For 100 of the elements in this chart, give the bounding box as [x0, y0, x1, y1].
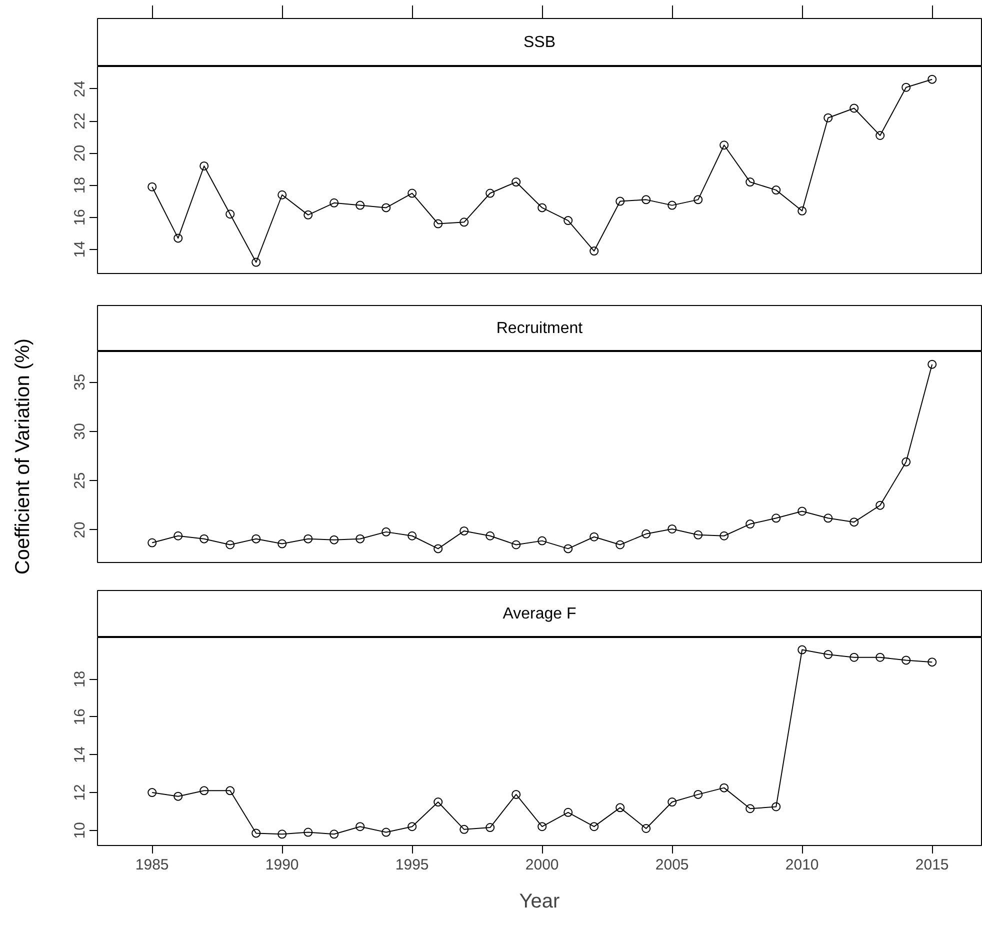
point	[486, 188, 495, 198]
point	[330, 535, 339, 544]
point	[148, 788, 157, 798]
point	[590, 532, 599, 542]
point	[798, 506, 807, 516]
point	[460, 526, 469, 536]
point	[928, 658, 937, 667]
point	[564, 216, 573, 226]
point	[356, 822, 365, 832]
chart-title: SSB	[523, 34, 556, 51]
point	[200, 786, 209, 796]
point	[304, 828, 313, 837]
y-tick-label: 18	[72, 670, 88, 688]
point	[694, 530, 703, 540]
point	[304, 210, 313, 220]
point	[252, 258, 261, 267]
point	[720, 531, 729, 540]
point	[564, 808, 573, 817]
point	[200, 534, 209, 544]
y-tick-label: 10	[72, 822, 88, 839]
point	[304, 534, 313, 544]
point	[850, 518, 859, 527]
point	[616, 540, 625, 550]
point	[824, 650, 833, 660]
point	[876, 500, 885, 510]
point	[902, 82, 911, 92]
point	[850, 104, 859, 113]
y-tick-label: 14	[72, 241, 88, 258]
point	[226, 540, 235, 550]
point	[928, 360, 937, 369]
point	[330, 198, 339, 208]
y-tick-label: 16	[72, 208, 88, 226]
y-tick-label: 24	[72, 80, 88, 98]
point	[850, 652, 859, 662]
point	[746, 178, 755, 187]
y-tick-label: 35	[72, 374, 88, 390]
point	[616, 803, 625, 812]
point	[356, 200, 365, 210]
point	[174, 234, 183, 243]
point	[694, 195, 703, 204]
point	[278, 190, 287, 200]
point	[148, 182, 157, 192]
point	[226, 210, 235, 219]
y-tick-label: 18	[72, 176, 88, 194]
point	[148, 538, 157, 548]
point	[538, 203, 547, 212]
point	[746, 520, 755, 529]
point	[226, 786, 235, 796]
point	[330, 830, 339, 839]
point	[668, 524, 677, 534]
x-axis-title: Year	[519, 890, 560, 912]
point	[538, 822, 547, 832]
y-tick-label: 20	[72, 522, 88, 538]
point	[382, 527, 391, 536]
y-tick-label: 20	[72, 144, 88, 162]
point	[512, 178, 521, 187]
point	[382, 828, 391, 837]
point	[460, 824, 469, 834]
point	[876, 131, 885, 140]
x-tick-label: 1990	[265, 856, 299, 874]
point	[408, 822, 417, 832]
point	[278, 830, 287, 839]
point	[434, 798, 443, 806]
point	[824, 514, 833, 523]
x-tick-label: 1995	[395, 856, 429, 874]
chart-title: Recruitment	[496, 320, 584, 337]
y-axis-title: Coefficient of Variation (%)	[12, 338, 34, 575]
y-tick-label: 30	[72, 423, 88, 440]
x-tick-label: 2005	[655, 856, 689, 874]
y-tick-label: 16	[72, 708, 88, 726]
point	[720, 783, 729, 792]
point	[538, 536, 547, 546]
point	[772, 514, 781, 523]
x-tick-label: 2015	[915, 856, 949, 874]
point	[590, 822, 599, 832]
point	[616, 196, 625, 206]
point	[434, 219, 443, 228]
point	[252, 534, 261, 544]
point	[642, 824, 651, 833]
point	[720, 140, 729, 150]
chart-title: Average F	[502, 606, 576, 622]
point	[772, 802, 781, 812]
point	[460, 218, 469, 227]
point	[174, 792, 183, 801]
point	[668, 200, 677, 210]
point	[564, 544, 573, 554]
point	[902, 656, 911, 665]
point	[694, 790, 703, 799]
point	[408, 188, 417, 198]
point	[486, 823, 495, 832]
point	[928, 74, 937, 84]
y-tick-label: 12	[72, 784, 88, 801]
x-tick-label: 2000	[525, 856, 559, 874]
point	[408, 531, 417, 540]
x-tick-label: 1985	[135, 856, 169, 874]
point	[278, 539, 287, 548]
point	[382, 203, 391, 212]
point	[798, 206, 807, 216]
point	[824, 113, 833, 122]
point	[642, 195, 651, 204]
